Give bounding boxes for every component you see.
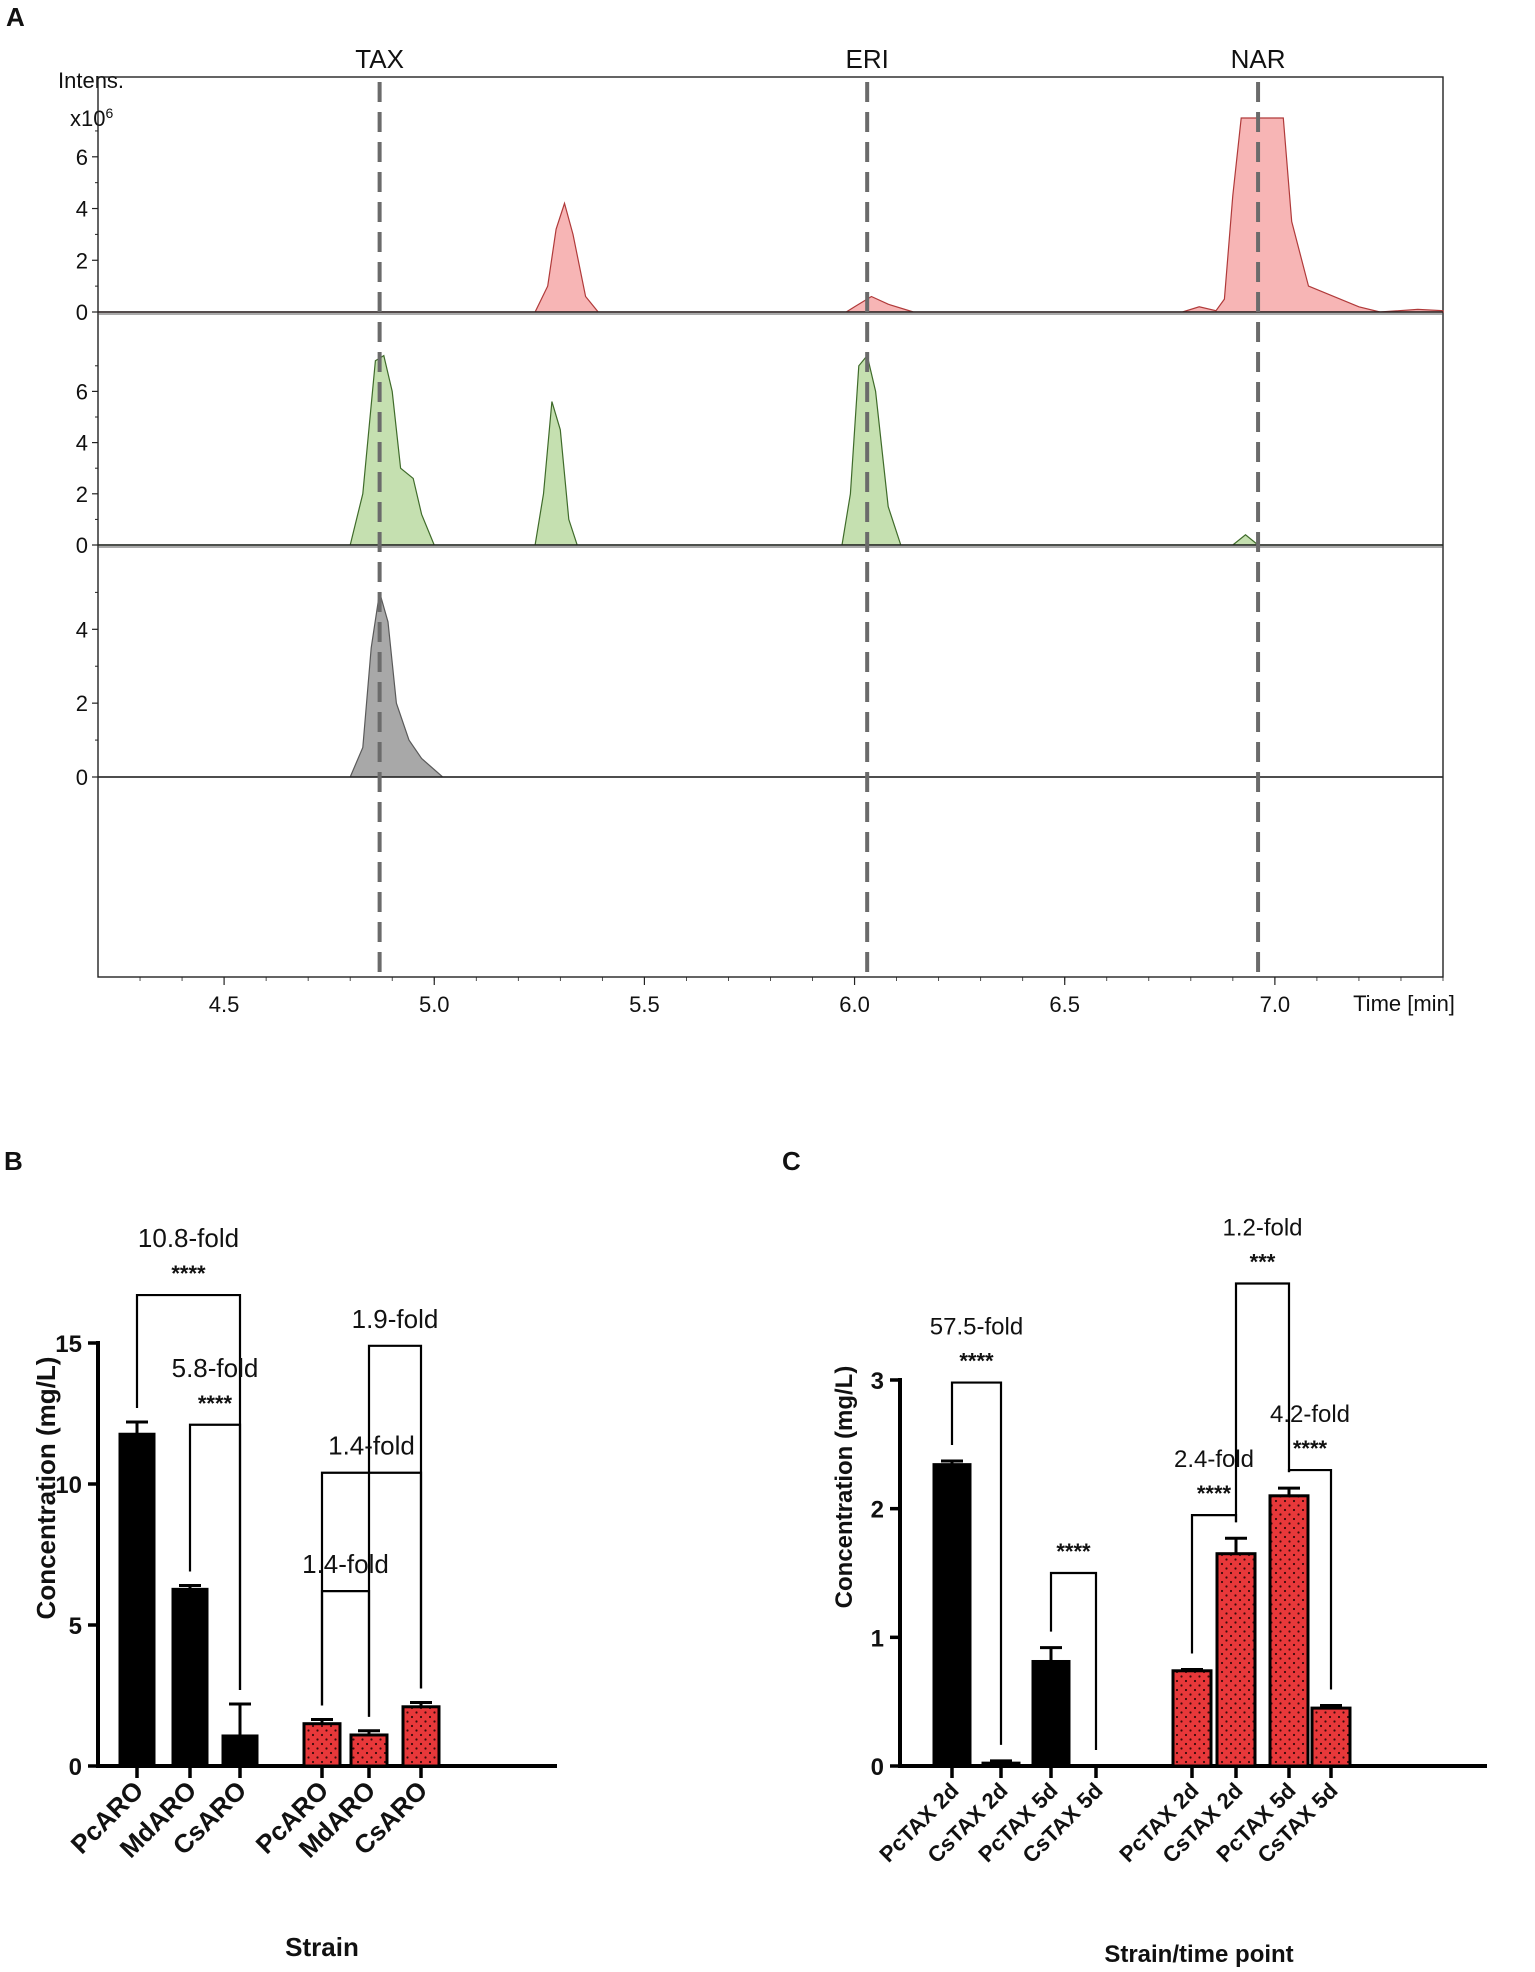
- svg-text:x106: x106: [70, 105, 113, 131]
- panel-c-ylabel: Concentration (mg/L): [831, 1366, 858, 1609]
- y-tick-label: 4: [76, 617, 88, 642]
- significance-stars: ****: [198, 1391, 233, 1416]
- panel-b-ylabel: Concentration (mg/L): [31, 1357, 61, 1620]
- significance-stars: ****: [1056, 1539, 1091, 1564]
- x-tick-label: 7.0: [1260, 992, 1291, 1017]
- y-tick-label: 1: [871, 1625, 884, 1652]
- significance-bracket: [950, 1381, 1003, 1745]
- y-tick-label: 2: [76, 691, 88, 716]
- significance-stars: ***: [1250, 1250, 1276, 1275]
- y-tick-label: 2: [871, 1497, 884, 1524]
- significance-stars: ****: [1197, 1481, 1232, 1506]
- panel-b-label: B: [4, 1146, 23, 1176]
- significance-bracket: [188, 1423, 242, 1690]
- y-tick-label: 2: [76, 482, 88, 507]
- significance-stars: ****: [171, 1261, 206, 1286]
- panel-c-bar-chart: C Concentration (mg/L) Strain/time point…: [782, 1146, 1487, 1968]
- trace-green: [98, 354, 1443, 546]
- y-tick-label: 0: [76, 765, 88, 790]
- panel-a-label: A: [6, 2, 25, 32]
- significance-stars: ****: [1293, 1436, 1328, 1461]
- marker-label-eri: ERI: [846, 44, 889, 74]
- y-tick-label: 4: [76, 431, 88, 456]
- bar: [171, 1587, 209, 1767]
- panel-a-ylabel-line2: x10: [70, 106, 105, 131]
- panel-b-bar-chart: B Concentration (mg/L) Strain 051015PcAR…: [4, 1146, 557, 1962]
- fold-change-label: 2.4-fold: [1174, 1446, 1254, 1473]
- trace-grey: [98, 592, 1443, 778]
- y-tick-label: 5: [69, 1613, 82, 1640]
- fold-change-label: 10.8-fold: [138, 1223, 239, 1253]
- panel-a-ylabel-exponent: 6: [105, 105, 113, 121]
- y-tick-label: 10: [55, 1472, 82, 1499]
- significance-bracket: [1234, 1282, 1291, 1523]
- fold-change-label: 4.2-fold: [1270, 1401, 1350, 1428]
- bar: [302, 1722, 342, 1768]
- significance-bracket: [320, 1471, 423, 1706]
- bar: [349, 1733, 389, 1768]
- bar: [981, 1761, 1021, 1767]
- y-tick-label: 6: [76, 379, 88, 404]
- x-tick-label: 6.5: [1049, 992, 1080, 1017]
- significance-bracket: [320, 1590, 371, 1717]
- panel-a-xlabel: Time [min]: [1353, 991, 1455, 1016]
- bar: [1031, 1659, 1071, 1767]
- panel-c-xlabel: Strain/time point: [1104, 1941, 1293, 1968]
- y-tick-label: 0: [76, 533, 88, 558]
- bar: [401, 1705, 441, 1768]
- y-tick-label: 0: [76, 300, 88, 325]
- bar: [1268, 1494, 1310, 1768]
- bar: [221, 1734, 259, 1767]
- fold-change-label: 1.4-fold: [302, 1549, 389, 1579]
- bar: [932, 1463, 972, 1767]
- panel-b-xlabel: Strain: [285, 1932, 359, 1962]
- significance-bracket: [367, 1344, 423, 1717]
- significance-bracket: [1287, 1468, 1333, 1690]
- y-tick-label: 2: [76, 248, 88, 273]
- fold-change-label: 1.4-fold: [328, 1431, 415, 1461]
- significance-bracket: [1049, 1571, 1098, 1750]
- bar: [118, 1432, 156, 1767]
- marker-label-tax: TAX: [355, 44, 404, 74]
- y-tick-label: 0: [69, 1754, 82, 1781]
- y-tick-label: 6: [76, 145, 88, 170]
- fold-change-label: 1.9-fold: [352, 1304, 439, 1334]
- y-tick-label: 15: [55, 1331, 82, 1358]
- x-tick-label: 4.5: [209, 992, 240, 1017]
- panel-a-ylabel-line1: Intens.: [58, 68, 124, 93]
- panel-c-label: C: [782, 1146, 801, 1176]
- x-tick-label: 6.0: [839, 992, 870, 1017]
- fold-change-label: 1.2-fold: [1222, 1215, 1302, 1242]
- y-tick-label: 0: [871, 1754, 884, 1781]
- trace-red: [98, 117, 1444, 313]
- x-tick-label: 5.5: [629, 992, 660, 1017]
- bar: [1310, 1706, 1352, 1768]
- fold-change-label: 57.5-fold: [930, 1314, 1023, 1341]
- y-tick-label: 4: [76, 197, 88, 222]
- y-tick-label: 3: [871, 1368, 884, 1395]
- bar: [1171, 1669, 1213, 1768]
- bar: [1215, 1552, 1257, 1768]
- x-tick-label: 5.0: [419, 992, 450, 1017]
- fold-change-label: 5.8-fold: [172, 1353, 259, 1383]
- significance-stars: ****: [959, 1349, 994, 1374]
- marker-label-nar: NAR: [1231, 44, 1286, 74]
